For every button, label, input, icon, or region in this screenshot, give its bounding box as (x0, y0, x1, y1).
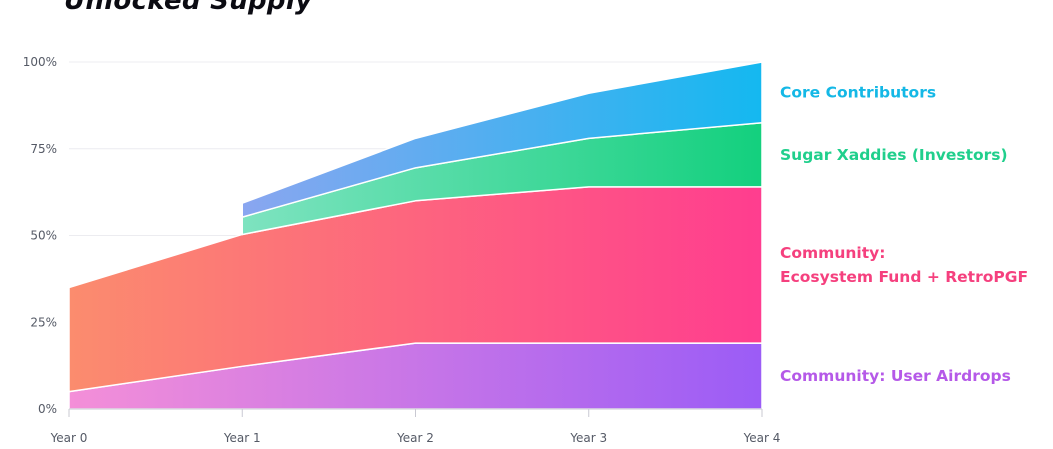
y-tick-label: 25% (30, 315, 57, 329)
legend-label: Sugar Xaddies (Investors) (780, 146, 1008, 164)
x-tick-label: Year 0 (50, 431, 88, 445)
x-tick-label: Year 3 (569, 431, 607, 445)
y-tick-label: 50% (30, 229, 57, 243)
areas (68, 61, 763, 410)
chart-title: Unlocked Supply (64, 0, 313, 16)
area-series (241, 61, 763, 218)
x-tick-label: Year 1 (223, 431, 261, 445)
legend-label: Community: User Airdrops (780, 367, 1011, 385)
x-tick-label: Year 4 (743, 431, 781, 445)
x-axis: Year 0 Year 1 Year 2 Year 3 Year 4 (50, 408, 781, 445)
y-axis: 0% 25% 50% 75% 100% (23, 55, 57, 416)
x-tick-label: Year 2 (396, 431, 434, 445)
legend-label: Core Contributors (780, 83, 936, 101)
y-tick-label: 100% (23, 55, 57, 69)
legend-label: Community: Ecosystem Fund + RetroPGF (780, 244, 1028, 286)
legend: Community: User Airdrops Community: Ecosys… (780, 83, 1028, 385)
y-tick-label: 75% (30, 142, 57, 156)
y-tick-label: 0% (38, 402, 57, 416)
